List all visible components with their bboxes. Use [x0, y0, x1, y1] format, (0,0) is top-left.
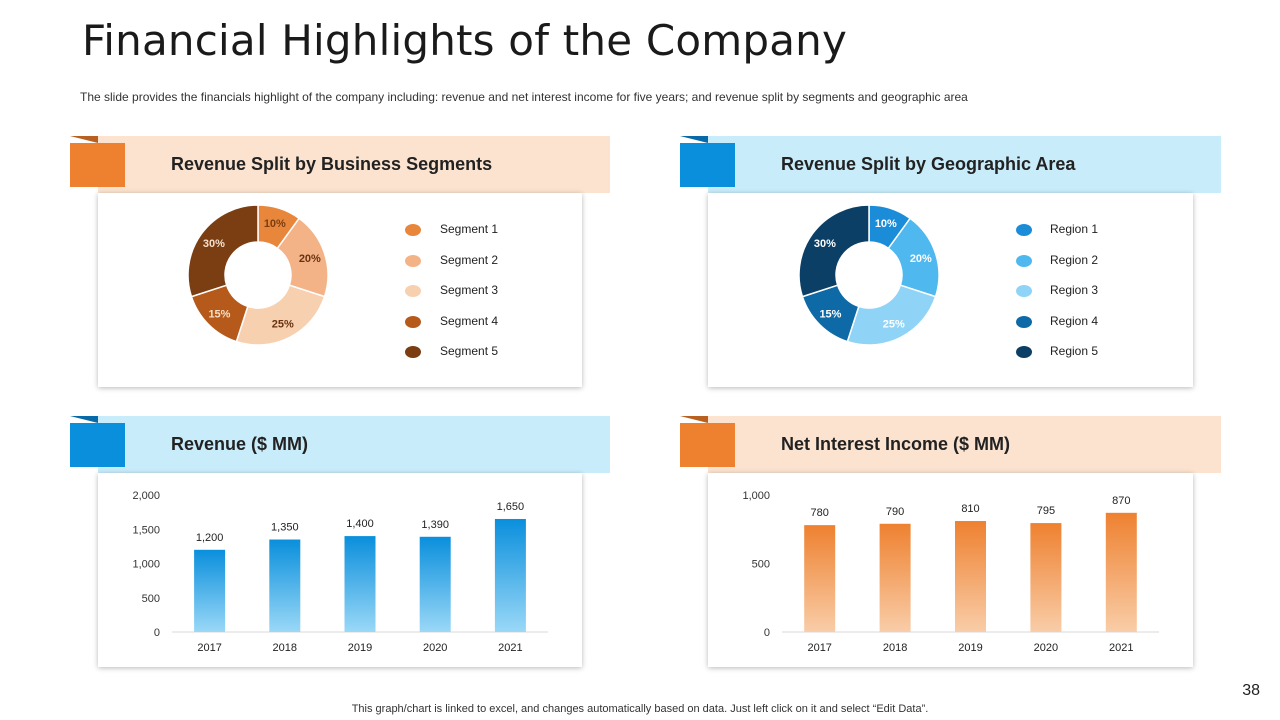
- segments-legend-marker-3: [405, 285, 421, 297]
- net-interest-value-label-2021: 870: [1112, 495, 1130, 507]
- segments-legend-marker-5: [405, 346, 421, 358]
- geography-slice-label-4: 15%: [819, 309, 841, 321]
- net-interest-x-tick-label-2020: 2020: [1034, 642, 1058, 654]
- geography-legend-label-1: Region 1: [1050, 222, 1099, 236]
- net-interest-bar-2021[interactable]: [1105, 512, 1137, 632]
- segments-slice-label-2: 20%: [299, 253, 321, 265]
- geography-banner: Revenue Split by Geographic Area: [680, 136, 1221, 193]
- net-interest-y-tick-label: 500: [752, 559, 770, 571]
- net-interest-value-label-2018: 790: [886, 506, 904, 518]
- revenue-bar-2017[interactable]: [194, 549, 226, 632]
- segments-slice-label-1: 10%: [264, 218, 286, 230]
- segments-legend-label-3: Segment 3: [440, 283, 499, 297]
- net-interest-value-label-2020: 795: [1037, 505, 1055, 517]
- revenue-y-tick-label: 1,500: [132, 524, 160, 536]
- net-interest-value-label-2017: 780: [811, 507, 829, 519]
- revenue-y-tick-label: 500: [142, 593, 160, 605]
- geography-legend-marker-3: [1016, 285, 1032, 297]
- page-title: Financial Highlights of the Company: [82, 16, 848, 65]
- geography-chart-card: 10% 20% 25% 15% 30% Region 1 Region 2 Region 3…: [708, 193, 1193, 387]
- net-interest-banner: Net Interest Income ($ MM): [680, 416, 1221, 473]
- geography-donut-chart[interactable]: 10% 20% 25% 15% 30%: [708, 193, 1193, 387]
- geography-legend-marker-5: [1016, 346, 1032, 358]
- net-interest-bar-2019[interactable]: [955, 521, 986, 632]
- page-subtitle: The slide provides the financials highli…: [80, 90, 968, 104]
- segments-donut-chart[interactable]: 10% 20% 25% 15% 30%: [98, 193, 582, 387]
- net-interest-x-tick-label-2017: 2017: [807, 642, 831, 654]
- revenue-chart-card: 0 500 1,000 1,500 2,000 1,200 2017 1,350 2018 1,4…: [98, 473, 582, 667]
- segments-legend-label-2: Segment 2: [440, 252, 499, 267]
- geography-legend-marker-2: [1016, 254, 1032, 267]
- revenue-x-tick-label-2020: 2020: [423, 642, 447, 654]
- revenue-x-tick-label-2021: 2021: [498, 642, 522, 654]
- geography-chart-title: Revenue Split by Geographic Area: [781, 154, 1076, 174]
- geography-slice-label-1: 10%: [875, 218, 897, 230]
- geography-legend-label-3: Region 3: [1050, 283, 1099, 297]
- net-interest-value-label-2019: 810: [961, 503, 979, 515]
- revenue-value-label-2020: 1,390: [421, 519, 449, 531]
- revenue-value-label-2018: 1,350: [271, 522, 299, 534]
- net-interest-y-tick-label: 0: [764, 627, 770, 639]
- revenue-value-label-2019: 1,400: [346, 518, 374, 530]
- revenue-x-tick-label-2017: 2017: [197, 642, 221, 654]
- segments-slice-5[interactable]: [187, 204, 259, 298]
- segments-legend-label-5: Segment 5: [440, 344, 499, 358]
- net-interest-x-tick-label-2021: 2021: [1109, 642, 1133, 654]
- net-interest-chart-title: Net Interest Income ($ MM): [781, 434, 1011, 454]
- net-interest-y-tick-label: 1,000: [742, 490, 770, 502]
- segments-chart-title: Revenue Split by Business Segments: [171, 154, 493, 174]
- geography-legend-label-5: Region 5: [1050, 344, 1099, 358]
- revenue-y-tick-label: 1,000: [132, 559, 160, 571]
- revenue-banner: Revenue ($ MM): [70, 416, 610, 473]
- geography-legend-label-2: Region 2: [1050, 252, 1099, 267]
- segments-legend-marker-4: [405, 315, 421, 328]
- footer-note: This graph/chart is linked to excel, and…: [351, 703, 929, 715]
- geography-legend-label-4: Region 4: [1050, 313, 1099, 328]
- net-interest-chart-card: 0 500 1,000 780 2017 790 2018 810 2019 795 2020 870…: [708, 473, 1193, 667]
- geography-slice-3[interactable]: [846, 284, 937, 346]
- geography-slice-label-2: 20%: [910, 253, 932, 265]
- net-interest-x-tick-label-2018: 2018: [883, 642, 907, 654]
- geography-slice-label-5: 30%: [814, 238, 836, 250]
- revenue-chart-title: Revenue ($ MM): [171, 434, 309, 454]
- revenue-y-tick-label: 2,000: [132, 490, 160, 502]
- geography-slice-label-3: 25%: [883, 319, 905, 331]
- revenue-value-label-2017: 1,200: [196, 532, 224, 544]
- revenue-bar-chart[interactable]: 0 500 1,000 1,500 2,000 1,200 2017 1,350 2018 1,4…: [98, 473, 582, 667]
- revenue-bar-2020[interactable]: [419, 536, 451, 632]
- revenue-bar-2019[interactable]: [344, 536, 376, 632]
- segments-slice-label-4: 15%: [208, 309, 230, 321]
- net-interest-bar-2017[interactable]: [804, 525, 836, 632]
- revenue-x-tick-label-2018: 2018: [273, 642, 297, 654]
- page-number: 38: [1242, 682, 1260, 699]
- revenue-x-tick-label-2019: 2019: [348, 642, 372, 654]
- segments-legend-label-4: Segment 4: [440, 313, 499, 328]
- segments-slice-label-5: 30%: [203, 238, 225, 250]
- net-interest-x-tick-label-2019: 2019: [958, 642, 982, 654]
- revenue-value-label-2021: 1,650: [497, 501, 525, 513]
- segments-legend-label-1: Segment 1: [440, 222, 499, 236]
- segments-legend-marker-2: [405, 254, 421, 267]
- net-interest-bar-chart[interactable]: 0 500 1,000 780 2017 790 2018 810 2019 795 2020 870…: [708, 473, 1193, 667]
- segments-slice-3[interactable]: [235, 284, 326, 346]
- net-interest-bar-2020[interactable]: [1030, 523, 1062, 632]
- segments-banner: Revenue Split by Business Segments: [70, 136, 610, 193]
- segments-slice-label-3: 25%: [272, 319, 294, 331]
- geography-legend-marker-1: [1016, 224, 1032, 236]
- revenue-bar-2018[interactable]: [269, 539, 301, 632]
- geography-legend-marker-4: [1016, 315, 1032, 328]
- geography-slice-5[interactable]: [798, 204, 870, 298]
- segments-legend-marker-1: [405, 224, 421, 236]
- net-interest-bar-2018[interactable]: [879, 523, 911, 632]
- revenue-y-tick-label: 0: [154, 627, 160, 639]
- revenue-bar-2021[interactable]: [494, 518, 526, 632]
- segments-chart-card: 10% 20% 25% 15% 30% Segment 1 Segment 2 Segmen…: [98, 193, 582, 387]
